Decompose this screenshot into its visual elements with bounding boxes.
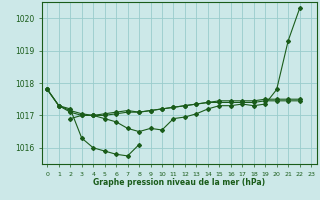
X-axis label: Graphe pression niveau de la mer (hPa): Graphe pression niveau de la mer (hPa) <box>93 178 265 187</box>
